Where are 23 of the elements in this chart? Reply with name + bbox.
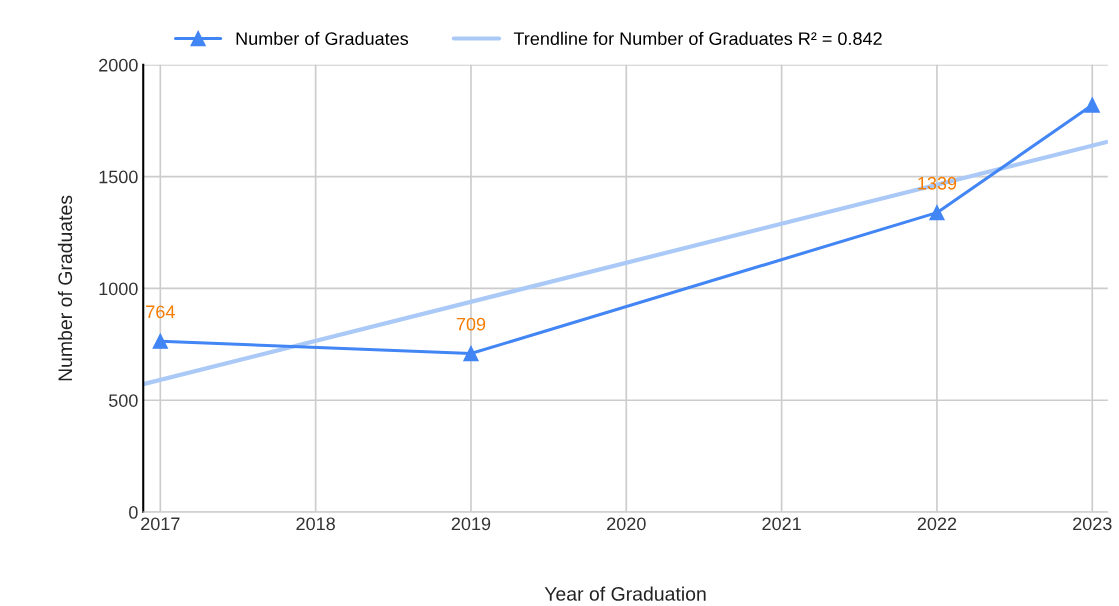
y-tick-label: 500 <box>108 394 138 407</box>
legend-label: Trendline for Number of Graduates R² = 0.842 <box>513 31 882 46</box>
point <box>929 205 945 221</box>
y-tick-label: 2000 <box>99 58 138 72</box>
x-tick-label: 2021 <box>762 517 801 531</box>
data-label: 709 <box>456 317 486 331</box>
x-tick-label: 2018 <box>296 517 335 531</box>
x-tick-label: 2023 <box>1073 517 1112 531</box>
point <box>1084 97 1100 113</box>
data-label: 1339 <box>918 176 957 190</box>
x-tick-label: 2020 <box>607 517 646 531</box>
y-tick-label: 1000 <box>99 282 138 296</box>
y-tick-label: 1500 <box>99 170 138 184</box>
x-tick-label: 2019 <box>451 517 491 531</box>
x-tick-label: 2017 <box>141 517 180 531</box>
point <box>152 333 168 349</box>
y-tick-label: 0 <box>129 506 138 519</box>
y-axis-title: Number of Graduates <box>57 195 73 381</box>
point <box>463 345 479 362</box>
legend-label: Number of Graduates <box>236 31 409 46</box>
data-label: 764 <box>146 305 175 319</box>
x-axis-title: Year of Graduation <box>544 586 706 601</box>
x-tick-label: 2022 <box>917 517 957 531</box>
